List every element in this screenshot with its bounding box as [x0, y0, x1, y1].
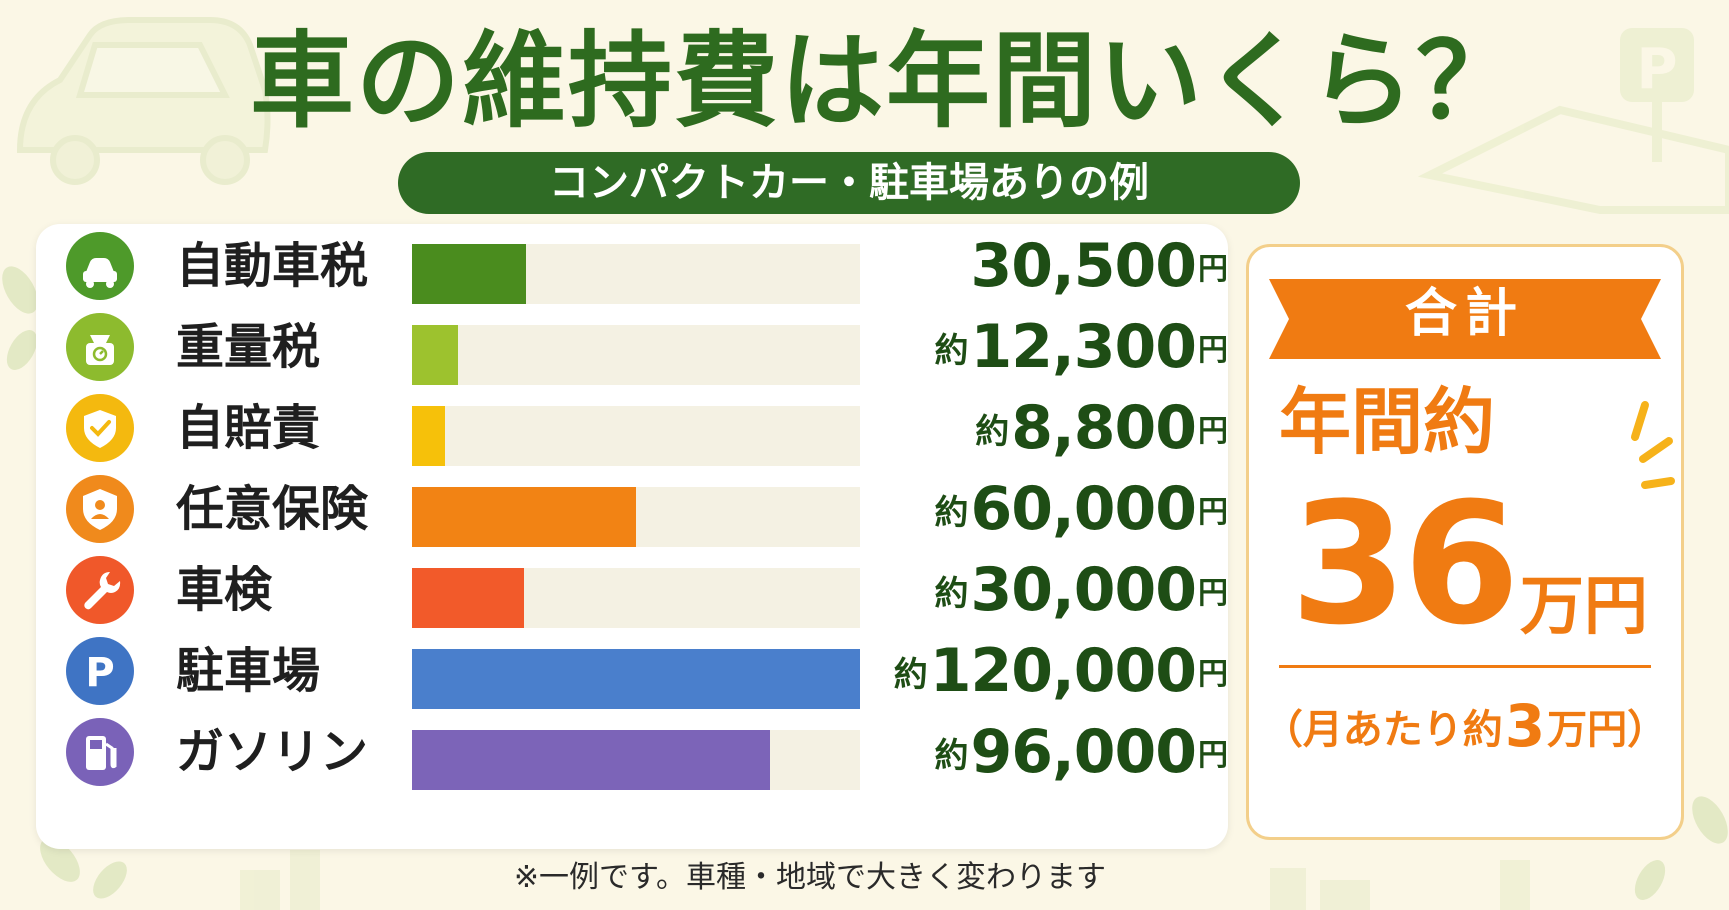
monthly-label: 月あたり約: [1302, 707, 1503, 753]
bar-category-label: 駐車場: [176, 643, 321, 699]
bar-track: [412, 406, 860, 466]
amount-number: 12,300: [970, 312, 1197, 382]
car-illustration-icon: [16, 17, 271, 185]
amount-number: 60,000: [970, 474, 1197, 544]
scale-icon: [66, 313, 134, 381]
total-banner: 合計: [1269, 269, 1661, 369]
shield-person-icon: [66, 475, 134, 543]
amount-number: 96,000: [970, 717, 1197, 787]
approx-prefix: 約: [893, 654, 928, 695]
bar-value-label: 約 120,000 円: [874, 629, 1228, 713]
bar: [412, 406, 445, 466]
parking-icon: P: [66, 637, 134, 705]
bar-row: 重量税 約 12,300 円: [36, 305, 1228, 389]
bar: [412, 487, 636, 547]
bar-value-label: 約 60,000 円: [874, 467, 1228, 551]
amount-number: 30,500: [970, 231, 1197, 301]
bar-category-label: 重量税: [176, 319, 321, 375]
bar-track: [412, 649, 860, 709]
total-card: 合計 年間約 36 万円 （ 月あたり約 3 万円 ）: [1246, 244, 1684, 840]
monthly-amount: （ 月あたり約 3 万円 ）: [1259, 681, 1671, 771]
total-amount: 36 万円: [1269, 462, 1669, 652]
burst-lines-icon: [1631, 401, 1675, 489]
approx-prefix: 約: [934, 330, 969, 371]
bar-track: [412, 730, 860, 790]
bar-value-label: 約 8,800 円: [874, 386, 1228, 470]
bar-track: [412, 568, 860, 628]
bar-value-label: 約 96,000 円: [874, 710, 1228, 794]
total-amount-number: 36: [1290, 466, 1520, 662]
total-banner-label: 合計: [1404, 284, 1525, 344]
parking-sign-icon: P: [1417, 28, 1729, 214]
svg-text:P: P: [85, 650, 114, 696]
bar-row: 車検 約 30,000 円: [36, 548, 1228, 632]
approx-prefix: 約: [934, 492, 969, 533]
approx-prefix: 約: [934, 735, 969, 776]
approx-prefix: 約: [934, 573, 969, 614]
bar: [412, 730, 770, 790]
shield-check-icon: [66, 394, 134, 462]
bar: [412, 568, 524, 628]
bar-row: 任意保険 約 60,000 円: [36, 467, 1228, 551]
bar-value-label: 約 12,300 円: [874, 305, 1228, 389]
city-silhouette-icon: [240, 850, 1530, 910]
svg-text:P: P: [1636, 37, 1677, 102]
bar-track: [412, 244, 860, 304]
yen-unit: 円: [1198, 495, 1228, 530]
bar: [412, 649, 860, 709]
amount-number: 120,000: [929, 636, 1197, 706]
bar: [412, 244, 526, 304]
bar-category-label: 自賠責: [176, 400, 321, 456]
monthly-close-paren: ）: [1627, 707, 1668, 753]
bar-category-label: ガソリン: [176, 724, 369, 780]
bar-row: 自動車税 30,500 円: [36, 224, 1228, 308]
total-amount-unit: 万円: [1519, 570, 1648, 644]
bar-row: P 駐車場 約 120,000 円: [36, 629, 1228, 713]
subtitle-pill: コンパクトカー・駐車場ありの例: [398, 152, 1300, 214]
page-title: 車の維持費は年間いくら？: [250, 20, 1523, 142]
bar-value-label: 30,500 円: [874, 224, 1228, 308]
bar-row: 自賠責 約 8,800 円: [36, 386, 1228, 470]
yen-unit: 円: [1198, 576, 1228, 611]
bar-category-label: 車検: [176, 562, 273, 618]
monthly-open-paren: （: [1262, 707, 1303, 753]
bar-category-label: 自動車税: [176, 238, 369, 294]
bar: [412, 325, 458, 385]
leaf-decoration-icon: [2, 266, 1728, 900]
monthly-unit: 万円: [1547, 707, 1628, 753]
bar-category-label: 任意保険: [176, 481, 369, 537]
bar-track: [412, 325, 860, 385]
yen-unit: 円: [1198, 738, 1228, 773]
yen-unit: 円: [1198, 414, 1228, 449]
car-icon: [66, 232, 134, 300]
amount-number: 30,000: [970, 555, 1197, 625]
yen-unit: 円: [1198, 657, 1228, 692]
bar-value-label: 約 30,000 円: [874, 548, 1228, 632]
bar-track: [412, 487, 860, 547]
bar-row: ガソリン 約 96,000 円: [36, 710, 1228, 794]
total-prefix: 年間約: [1279, 380, 1496, 464]
monthly-number: 3: [1504, 692, 1546, 760]
approx-prefix: 約: [975, 411, 1010, 452]
disclaimer-note: ※一例です。車種・地域で大きく変わります: [513, 860, 1107, 895]
yen-unit: 円: [1198, 333, 1228, 368]
total-divider: [1279, 665, 1651, 668]
fuel-pump-icon: [66, 718, 134, 786]
cost-breakdown-chart: 自動車税 30,500 円重量税約 12,300 円自賠責約 8,800 円任意保険約 60,…: [36, 224, 1228, 849]
amount-number: 8,800: [1011, 393, 1197, 463]
yen-unit: 円: [1198, 252, 1228, 287]
banner-ribbon-icon: [1269, 279, 1661, 359]
wrench-icon: [66, 556, 134, 624]
